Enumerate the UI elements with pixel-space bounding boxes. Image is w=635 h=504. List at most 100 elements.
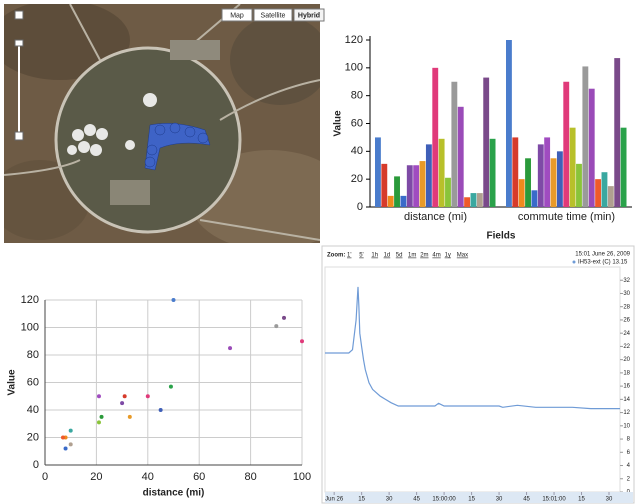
zoom-option[interactable]: 1y <box>445 253 451 259</box>
zoom-option[interactable]: Max <box>457 253 468 259</box>
y-tick-label: 30 <box>623 291 630 297</box>
bar <box>621 128 627 207</box>
map[interactable]: Map Satellite Hybrid <box>0 0 350 250</box>
point <box>69 429 73 433</box>
page: Map Satellite Hybrid 0 20 40 60 80 100 120 distan… <box>0 0 635 504</box>
y-tick-label: 28 <box>623 304 630 310</box>
zoom-option[interactable]: 1' <box>347 253 351 259</box>
date-label: 15:01 June 26, 2009 <box>575 252 630 258</box>
point <box>169 385 173 389</box>
zoom-option[interactable]: 5' <box>359 253 363 259</box>
y-tick-label: 80 <box>27 349 39 361</box>
point <box>97 394 101 398</box>
zoom-option[interactable]: 1m <box>408 253 416 259</box>
map-type-label[interactable]: Hybrid <box>298 12 320 19</box>
bar <box>394 176 400 207</box>
zoom-out[interactable] <box>15 132 23 140</box>
bar <box>551 158 557 207</box>
bar <box>589 89 595 207</box>
y-tick-label: 16 <box>623 384 630 390</box>
bar <box>563 82 569 207</box>
x-tick-label: 60 <box>193 471 205 483</box>
point <box>274 324 278 328</box>
point <box>300 339 304 343</box>
building <box>110 180 150 205</box>
y-tick-label: 40 <box>351 145 363 157</box>
bar <box>525 158 531 207</box>
x-tick-label: 100 <box>293 471 311 483</box>
zoom-in[interactable] <box>15 11 23 19</box>
bar <box>420 161 426 207</box>
bar <box>544 137 550 207</box>
y-tick-label: 100 <box>21 321 39 333</box>
bar <box>432 68 438 207</box>
bar <box>426 144 432 207</box>
x-axis-label: distance (mi) <box>143 488 205 499</box>
bar <box>608 186 614 207</box>
x-tick-label: 45 <box>413 497 420 503</box>
zoom-option[interactable]: 2m <box>420 253 428 259</box>
building <box>170 40 220 60</box>
point <box>159 408 163 412</box>
point <box>172 298 176 302</box>
point <box>120 401 124 405</box>
zoom-thumb[interactable] <box>15 40 23 46</box>
bar <box>614 58 620 207</box>
bar <box>400 196 406 207</box>
bar <box>519 179 525 207</box>
map-type-label[interactable]: Map <box>230 12 244 19</box>
bar <box>570 128 576 207</box>
x-axis-label: Fields <box>487 231 516 242</box>
bar <box>506 40 512 207</box>
bar <box>458 107 464 207</box>
x-tick-label: 20 <box>90 471 102 483</box>
x-tick-label: 15:00:00 <box>432 497 456 503</box>
point <box>228 346 232 350</box>
bar <box>439 139 445 207</box>
bar <box>477 193 483 207</box>
bar <box>388 196 394 207</box>
map-type-buttons: Map Satellite Hybrid <box>222 9 324 21</box>
y-tick-label: 120 <box>345 34 363 46</box>
x-tick-label: 0 <box>42 471 48 483</box>
point <box>123 394 127 398</box>
dashboard: Map Satellite Hybrid 0 20 40 60 80 100 120 distan… <box>0 0 635 504</box>
y-tick-label: 26 <box>623 318 630 324</box>
point <box>97 420 101 424</box>
zoom-label: Zoom: <box>327 253 345 259</box>
x-tick-label: 15 <box>468 497 475 503</box>
x-tick-label: 30 <box>606 497 613 503</box>
bar <box>602 172 608 207</box>
map-type-label[interactable]: Satellite <box>261 12 286 19</box>
y-tick-label: 0 <box>357 201 363 213</box>
bar <box>413 165 419 207</box>
bar <box>557 151 563 207</box>
zoom-option[interactable]: 1h <box>371 253 378 259</box>
zoom-option[interactable]: 1d <box>384 253 391 259</box>
y-axis-label: Value <box>333 110 344 137</box>
y-tick-label: 100 <box>345 62 363 74</box>
y-tick-label: 14 <box>623 397 630 403</box>
x-tick-label: 15 <box>358 497 365 503</box>
x-tick-label: 80 <box>244 471 256 483</box>
y-tick-label: 0 <box>33 459 39 471</box>
x-tick-label: 45 <box>523 497 530 503</box>
bar <box>445 178 451 207</box>
plot-area <box>325 267 620 492</box>
x-tick-label: 30 <box>496 497 503 503</box>
bar <box>490 139 496 207</box>
bar <box>451 82 457 207</box>
bar <box>538 144 544 207</box>
bar <box>582 66 588 207</box>
zoom-option[interactable]: 5d <box>396 253 403 259</box>
zoom-option[interactable]: 4m <box>432 253 440 259</box>
point <box>100 415 104 419</box>
bar <box>512 137 518 207</box>
point <box>61 436 65 440</box>
y-tick-label: 60 <box>27 376 39 388</box>
y-tick-label: 24 <box>623 331 630 337</box>
x-tick-label: commute time (min) <box>518 211 615 223</box>
y-tick-label: 32 <box>623 278 630 284</box>
point <box>128 415 132 419</box>
x-tick-label: distance (mi) <box>404 211 467 223</box>
